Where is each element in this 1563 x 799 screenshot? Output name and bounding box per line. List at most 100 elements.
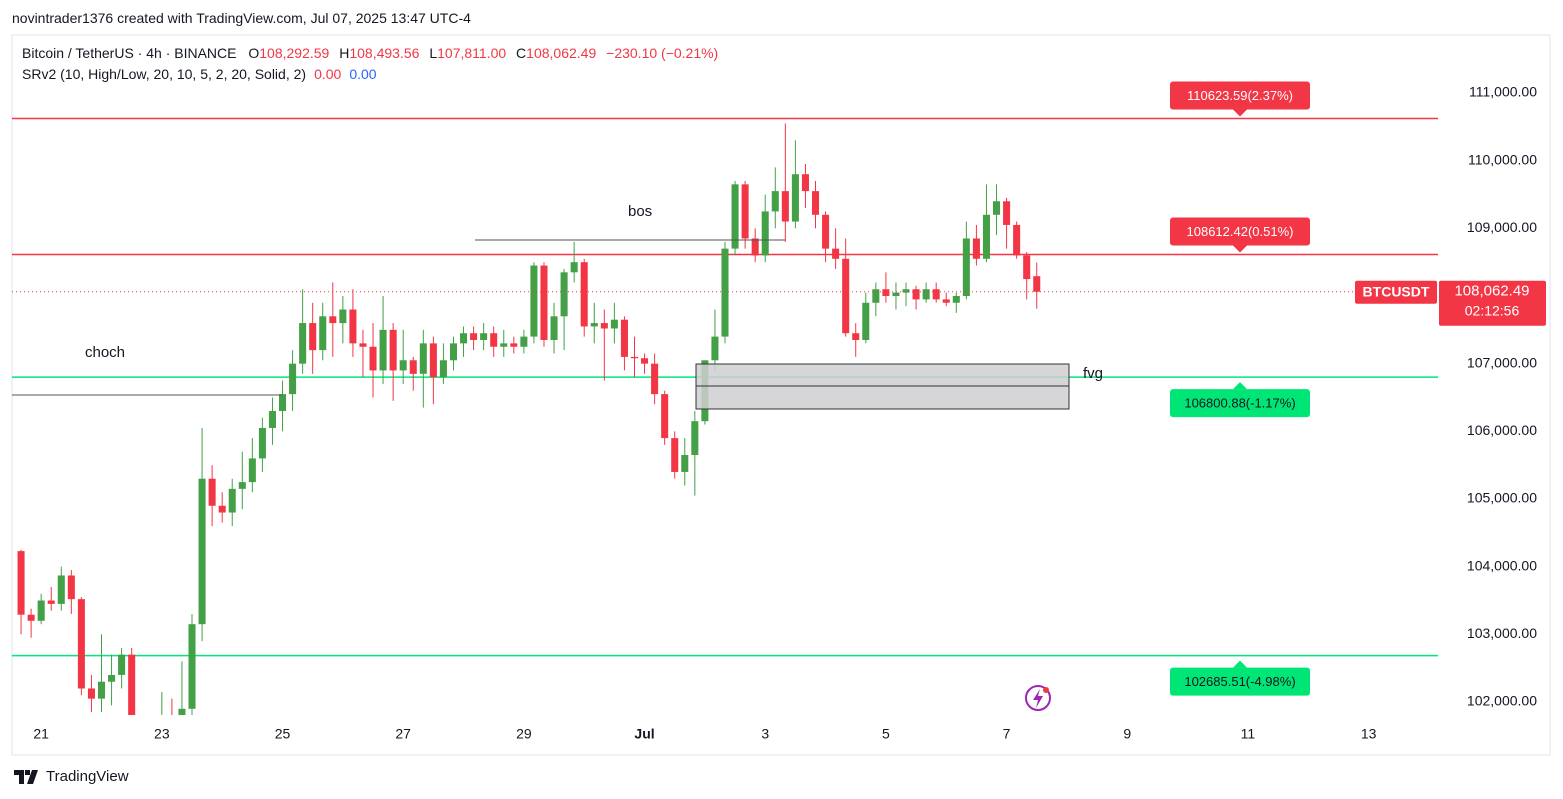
candle-body <box>892 292 900 296</box>
candle-body <box>862 302 870 340</box>
candle-body <box>218 505 226 513</box>
candle-body <box>610 319 618 329</box>
alert-icon <box>1025 685 1051 711</box>
level-label-pointer <box>1233 109 1247 117</box>
candle-body <box>470 333 478 340</box>
candle-body <box>349 309 357 344</box>
candle-body <box>399 360 407 371</box>
level-label-pointer <box>1233 660 1247 668</box>
candle-body <box>942 299 950 303</box>
candle-body <box>993 201 1001 215</box>
level-label: 106800.88(-1.17%) <box>1184 396 1295 411</box>
y-tick-label: 105,000.00 <box>1467 490 1537 506</box>
candle-body <box>128 654 136 715</box>
price-box <box>1439 280 1546 326</box>
candle-body <box>379 329 387 371</box>
candle-body <box>1023 255 1031 280</box>
candle-body <box>57 575 65 604</box>
candle-body <box>721 248 729 337</box>
candle-body <box>852 333 860 340</box>
candle-body <box>238 482 246 489</box>
price-change: −230.10 (−0.21%) <box>606 45 719 61</box>
x-tick-label: 11 <box>1241 726 1256 742</box>
plot-area <box>12 117 1438 743</box>
x-tick-label: 7 <box>1003 726 1011 742</box>
candle-body <box>681 455 689 472</box>
symbol-box <box>1355 280 1437 304</box>
candle-body <box>842 258 850 334</box>
candle-body <box>339 309 347 324</box>
overlay: 102,000.00 103,000.00 104,000.00 105,000.00… <box>33 81 1546 742</box>
candle-body <box>37 600 45 621</box>
candle-body <box>480 333 488 340</box>
candle-body <box>590 323 598 327</box>
brand: TradingView <box>46 768 129 785</box>
candle-body <box>982 214 990 259</box>
y-tick-label: 106,000.00 <box>1467 422 1537 438</box>
ohlc-key: H <box>339 45 350 61</box>
y-tick-label: 110,000.00 <box>1468 151 1537 167</box>
candle-body <box>751 238 759 256</box>
x-tick-label: 13 <box>1361 726 1377 742</box>
candle-body <box>118 654 126 675</box>
candle-body <box>651 363 659 395</box>
candle-body <box>902 289 910 293</box>
symbol-title: Bitcoin / TetherUS · 4h · BINANCE <box>22 45 237 61</box>
candle-body <box>832 248 840 259</box>
level-label: 108612.42(0.51%) <box>1187 224 1294 239</box>
ohlc-key: C <box>516 45 527 61</box>
candle-body <box>148 729 155 743</box>
candle-body <box>550 316 558 340</box>
candle-body <box>278 394 287 412</box>
watermark: novintrader1376 created with TradingView… <box>12 10 471 26</box>
candle-body <box>791 174 799 222</box>
x-tick-label: 3 <box>761 726 769 742</box>
candle-body <box>208 478 216 506</box>
candle-body <box>490 333 498 347</box>
candle-body <box>540 265 548 340</box>
candle-body <box>309 323 317 351</box>
candle-body <box>711 336 719 361</box>
candle-body <box>228 488 236 513</box>
candle-body <box>661 394 669 439</box>
candle-body <box>1003 201 1011 225</box>
candle-body <box>429 343 437 378</box>
candle-body <box>771 191 779 212</box>
candle-body <box>560 272 568 317</box>
x-tick-label: 27 <box>395 726 411 742</box>
candle-body <box>962 238 970 296</box>
ohlc-key: L <box>429 45 438 61</box>
candle-body <box>570 262 578 273</box>
candle-body <box>1013 224 1021 256</box>
candle-body <box>761 211 769 256</box>
candle-body <box>811 191 820 215</box>
y-tick-label: 108,000.00 <box>1467 287 1537 303</box>
x-tick-label: 25 <box>275 726 291 742</box>
candle-body <box>500 343 508 347</box>
candle-body <box>158 716 165 730</box>
candle-body <box>932 289 940 300</box>
y-tick-label: 111,000.00 <box>1469 84 1537 100</box>
footer: TradingView <box>14 768 129 785</box>
candle-body <box>359 343 367 347</box>
chart-frame <box>11 34 1551 756</box>
y-tick-label: 103,000.00 <box>1467 625 1537 641</box>
candle-body <box>882 289 890 296</box>
x-tick-label: 23 <box>154 726 170 742</box>
candle-body <box>701 360 709 422</box>
symbol-legend: Bitcoin / TetherUS · 4h · BINANCE O108,2… <box>22 45 724 61</box>
level-label-box <box>1170 217 1310 246</box>
level-label-box <box>1170 667 1310 696</box>
candle-body <box>510 343 518 347</box>
candle-body <box>17 551 25 615</box>
x-tick-label: 5 <box>882 726 890 742</box>
indicator-value: 0.00 <box>349 66 377 82</box>
candle-body <box>248 458 256 483</box>
candle-body <box>198 478 206 625</box>
indicator-name: SRv2 (10, High/Low, 20, 10, 5, 2, 20, So… <box>22 66 307 82</box>
candle-body <box>188 624 196 709</box>
level-label: 110623.59(2.37%) <box>1187 88 1293 103</box>
ohlc-value: 107,811.00 <box>437 45 507 61</box>
candle-body <box>912 289 920 300</box>
